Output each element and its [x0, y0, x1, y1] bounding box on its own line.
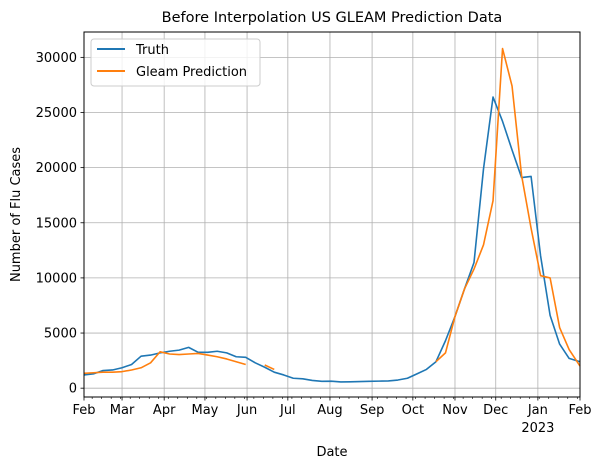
y-tick-label: 10000: [36, 271, 77, 286]
y-tick-label: 0: [69, 382, 77, 397]
x-tick-label: Mar: [110, 403, 135, 418]
x-axis-label: Date: [316, 445, 347, 460]
legend-label-truth: Truth: [135, 43, 169, 58]
x-tick-year-label: 2023: [521, 421, 554, 436]
x-tick-label: Feb: [72, 403, 95, 418]
grid-lines: [83, 32, 581, 397]
x-tick-label: Sep: [360, 403, 385, 418]
y-tick-label: 30000: [36, 51, 77, 66]
y-axis-label: Number of Flu Cases: [9, 147, 24, 282]
plot-area-frame: [83, 31, 581, 398]
series-line-gleam-prediction: [435, 47, 581, 367]
x-tick-label: Jun: [236, 403, 257, 418]
series-line-gleam-prediction: [264, 364, 275, 371]
y-tick-label: 25000: [36, 106, 77, 121]
x-tick-label: Jul: [279, 403, 296, 418]
y-tick-label: 5000: [44, 327, 77, 342]
x-tick-label: Feb: [568, 403, 591, 418]
series-line-gleam-prediction: [83, 350, 246, 375]
x-tick-label: May: [191, 403, 218, 418]
y-axis: 0 5000 10000 15000 20000 25000 30000: [36, 51, 84, 397]
x-tick-label: Aug: [317, 403, 342, 418]
legend: Truth Gleam Prediction: [90, 38, 261, 87]
x-tick-label: Apr: [153, 403, 176, 418]
x-tick-label: Oct: [402, 403, 424, 418]
series-line-truth: [83, 96, 581, 383]
series-lines: [83, 47, 581, 383]
chart-title: Before Interpolation US GLEAM Prediction…: [162, 10, 503, 26]
y-tick-label: 15000: [36, 216, 77, 231]
legend-box: [90, 38, 261, 87]
y-tick-label: 20000: [36, 161, 77, 176]
x-axis: Feb Mar Apr May Jun Jul Aug Sep Oct Nov Dec Jan 2023…: [72, 397, 592, 436]
x-tick-label: Jan: [527, 403, 548, 418]
x-tick-label: Dec: [483, 403, 508, 418]
x-tick-label: Nov: [442, 403, 468, 418]
legend-label-gleam-prediction: Gleam Prediction: [136, 65, 247, 80]
